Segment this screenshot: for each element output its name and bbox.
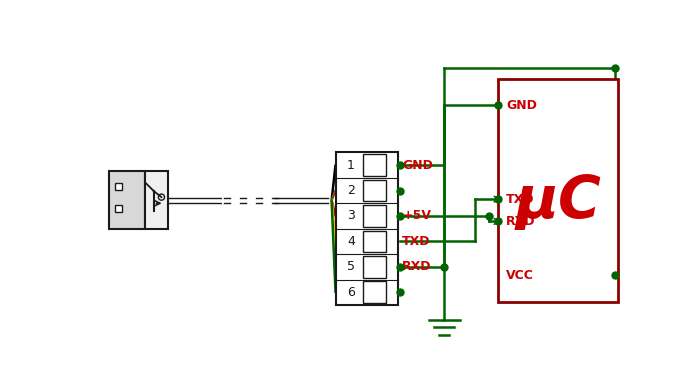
Text: +5V: +5V	[402, 209, 431, 223]
Text: TXD: TXD	[506, 192, 535, 206]
Text: 4: 4	[347, 235, 355, 248]
Text: 6: 6	[347, 286, 355, 299]
Bar	[145, 171, 168, 229]
Text: GND: GND	[402, 159, 433, 172]
Text: μC: μC	[515, 173, 601, 230]
Text: RXD: RXD	[402, 260, 432, 273]
Text: GND: GND	[506, 99, 537, 112]
Text: 3: 3	[347, 209, 355, 223]
Text: 1: 1	[347, 159, 355, 172]
Bar	[498, 79, 618, 302]
Text: 5: 5	[347, 260, 355, 273]
Bar	[363, 231, 386, 252]
Bar	[363, 256, 386, 278]
Bar	[335, 152, 398, 305]
Bar	[363, 154, 386, 176]
Bar	[363, 281, 386, 303]
Text: VCC: VCC	[506, 269, 534, 281]
Bar	[363, 180, 386, 201]
Bar	[116, 183, 122, 190]
Bar	[363, 205, 386, 227]
Text: RXD: RXD	[506, 215, 536, 228]
Text: TXD: TXD	[402, 235, 430, 248]
Bar	[109, 171, 145, 229]
Text: 2: 2	[347, 184, 355, 197]
Bar	[116, 205, 122, 212]
